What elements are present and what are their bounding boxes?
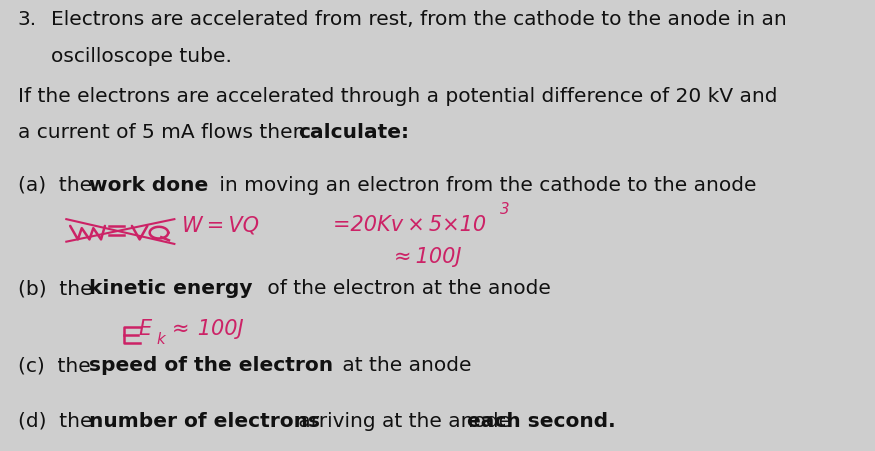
Text: a current of 5 mA flows then: a current of 5 mA flows then <box>18 123 311 142</box>
Text: W = VQ: W = VQ <box>182 215 259 235</box>
Text: 3.: 3. <box>18 10 37 29</box>
Text: kinetic energy: kinetic energy <box>89 279 253 298</box>
Text: 3: 3 <box>500 202 509 217</box>
Text: =20Kv × 5×10: =20Kv × 5×10 <box>332 215 486 235</box>
Text: ≈ 100J: ≈ 100J <box>395 246 462 267</box>
Text: of the electron at the anode: of the electron at the anode <box>261 279 550 298</box>
Text: (c)  the: (c) the <box>18 355 97 374</box>
Text: (d)  the: (d) the <box>18 410 99 429</box>
Text: (a)  the: (a) the <box>18 175 98 194</box>
Text: k: k <box>157 331 165 346</box>
Text: number of electrons: number of electrons <box>89 410 320 429</box>
Text: at the anode: at the anode <box>337 355 472 374</box>
Text: E: E <box>138 318 151 338</box>
Text: speed of the electron: speed of the electron <box>89 355 333 374</box>
Text: work done: work done <box>89 175 209 194</box>
Text: If the electrons are accelerated through a potential difference of 20 kV and: If the electrons are accelerated through… <box>18 87 777 106</box>
Text: arriving at the anode: arriving at the anode <box>292 410 518 429</box>
Text: each second.: each second. <box>467 410 615 429</box>
Text: Electrons are accelerated from rest, from the cathode to the anode in an: Electrons are accelerated from rest, fro… <box>51 10 787 29</box>
Text: in moving an electron from the cathode to the anode: in moving an electron from the cathode t… <box>213 175 757 194</box>
Text: (b)  the: (b) the <box>18 279 99 298</box>
Text: ≈  100J: ≈ 100J <box>172 318 243 338</box>
Text: calculate:: calculate: <box>298 123 409 142</box>
Text: oscilloscope tube.: oscilloscope tube. <box>51 46 232 65</box>
